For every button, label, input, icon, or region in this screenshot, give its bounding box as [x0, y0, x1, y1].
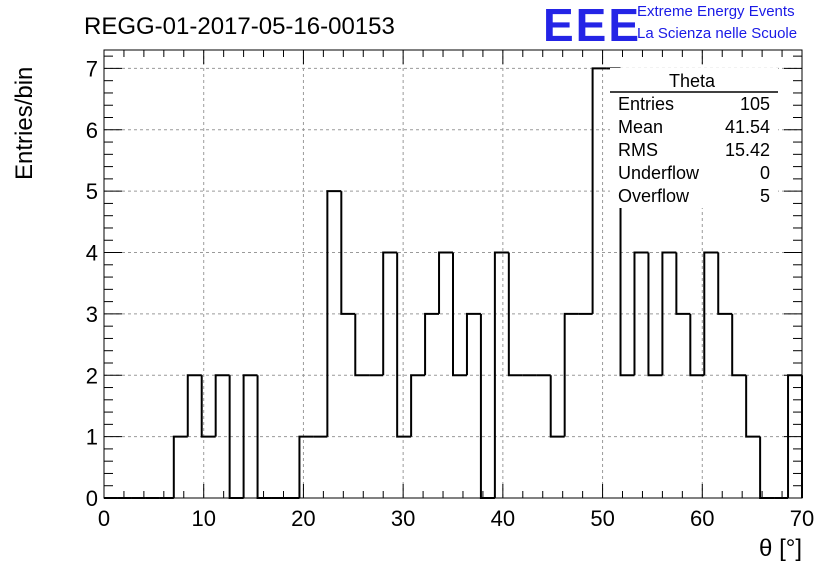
histogram-bin: [647, 252, 663, 377]
chart-title: REGG-01-2017-05-16-00153: [84, 13, 395, 40]
histogram-bin: [396, 252, 412, 438]
stats-value: 15.42: [725, 140, 770, 160]
histogram-bin: [465, 312, 481, 376]
plot-frame: [103, 49, 803, 499]
histogram-bin: [633, 251, 649, 376]
histogram-bin: [200, 375, 216, 438]
x-tick-label: 70: [790, 506, 814, 531]
histogram-bin: [424, 312, 440, 376]
histogram-bin: [479, 313, 495, 499]
x-tick-label: 30: [391, 506, 415, 531]
histogram-bin: [242, 374, 258, 498]
x-tick-labels: 0 10 20 30 40 50 60 70: [98, 506, 814, 531]
y-tick-label: 4: [86, 241, 98, 266]
histogram-bin: [172, 435, 188, 498]
stats-value: 105: [740, 94, 770, 114]
y-tick-label: 1: [86, 425, 98, 450]
y-tick-label: 6: [86, 118, 98, 143]
logo-line-1: Extreme Energy Events: [637, 3, 795, 20]
histogram-bin: [703, 251, 719, 376]
y-tick-labels: 0 1 2 3 4 5 6 7: [86, 56, 98, 511]
histogram-bin: [354, 313, 370, 377]
x-tick-label: 50: [590, 506, 614, 531]
histogram-bin: [410, 374, 426, 437]
histogram-bin: [661, 251, 677, 376]
stats-value: 5: [760, 186, 770, 206]
y-axis-label: Entries/bin: [11, 67, 38, 180]
histogram-bin: [675, 252, 691, 315]
x-tick-label: 40: [491, 506, 515, 531]
histogram-bin: [689, 313, 705, 377]
histogram-bin: [549, 375, 565, 438]
histogram-bin: [382, 251, 398, 376]
eee-logo: EEE: [543, 0, 642, 51]
histogram-bin: [493, 251, 509, 498]
stats-label: Entries: [618, 94, 674, 114]
histogram-bin: [759, 436, 775, 499]
stats-title: Theta: [669, 71, 716, 91]
histogram-bin: [214, 374, 230, 437]
stats-label: Mean: [618, 117, 663, 137]
x-tick-label: 20: [291, 506, 315, 531]
stats-value: 0: [760, 163, 770, 183]
y-tick-label: 2: [86, 363, 98, 388]
histogram-bin: [326, 190, 342, 437]
histogram-bin: [298, 435, 314, 498]
y-tick-label: 7: [86, 56, 98, 81]
stats-label: Overflow: [618, 186, 690, 206]
histogram-bin: [563, 312, 579, 437]
x-axis-label: θ [°]: [759, 535, 802, 562]
histogram-bin: [256, 375, 272, 499]
logo-line-2: La Scienza nelle Scuole: [637, 25, 798, 42]
histogram-bin: [452, 252, 467, 377]
stats-value: 41.54: [725, 117, 770, 137]
histogram-bin: [731, 313, 747, 377]
y-tick-label: 3: [86, 302, 98, 327]
stats-box: Theta Entries 105 Mean 41.54 RMS 15.42 Underfl…: [610, 68, 778, 208]
stats-label: Underflow: [618, 163, 700, 183]
x-tick-label: 60: [690, 506, 714, 531]
x-tick-label: 10: [191, 506, 215, 531]
histogram-bin: [340, 191, 356, 315]
x-tick-label: 0: [98, 506, 110, 531]
histogram-bin: [591, 67, 607, 314]
histogram-bin: [717, 252, 733, 315]
stats-label: RMS: [618, 140, 658, 160]
axis-ticks: [103, 50, 803, 499]
histogram-bin: [507, 252, 523, 377]
histogram-bin: [186, 374, 202, 437]
histogram-bin: [438, 251, 453, 314]
histogram-bin: [745, 375, 761, 438]
y-tick-label: 5: [86, 179, 98, 204]
y-tick-label: 0: [86, 486, 98, 511]
